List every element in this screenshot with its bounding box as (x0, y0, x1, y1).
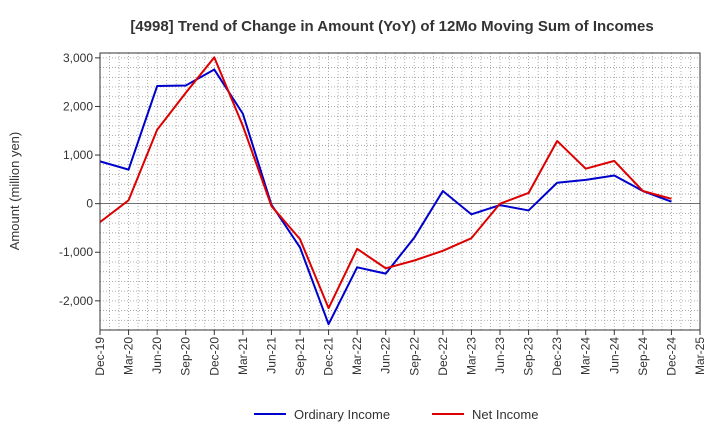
x-tick-label: Mar-20 (122, 337, 136, 375)
x-tick-label: Mar-22 (350, 337, 364, 375)
y-tick-label: 3,000 (63, 51, 93, 65)
grid (100, 53, 700, 330)
plot-area (99, 52, 701, 331)
y-tick-label: 0 (86, 197, 93, 211)
y-tick-label: 1,000 (63, 148, 93, 162)
x-tick-label: Sep-21 (293, 337, 307, 376)
x-tick-label: Dec-23 (550, 337, 564, 376)
x-tick-label: Sep-23 (522, 337, 536, 376)
y-tick-label: -2,000 (59, 294, 93, 308)
x-tick-label: Mar-24 (579, 337, 593, 375)
x-tick-label: Mar-23 (464, 337, 478, 375)
chart-title: [4998] Trend of Change in Amount (YoY) o… (130, 18, 653, 35)
legend: Ordinary Income Net Income (254, 407, 538, 422)
legend-label-ordinary-income: Ordinary Income (294, 407, 390, 422)
x-tick-label: Sep-22 (407, 337, 421, 376)
x-ticks: Dec-19 Mar-20 Jun-20 Sep-20 Dec-20 Mar-21 Jun-… (93, 330, 707, 376)
x-tick-label: Sep-24 (636, 337, 650, 376)
x-tick-label: Dec-20 (207, 337, 221, 376)
x-tick-label: Dec-19 (93, 337, 107, 376)
x-tick-label: Jun-21 (264, 337, 278, 374)
x-tick-label: Sep-20 (179, 337, 193, 376)
x-tick-label: Mar-21 (236, 337, 250, 375)
y-ticks: 3,000 2,000 1,000 0 -1,000 -2,000 (59, 51, 100, 308)
x-tick-label: Dec-24 (664, 337, 678, 376)
x-tick-label: Mar-25 (693, 337, 707, 375)
x-tick-label: Dec-22 (436, 337, 450, 376)
x-tick-label: Jun-23 (493, 337, 507, 374)
x-tick-label: Jun-20 (150, 337, 164, 374)
legend-label-net-income: Net Income (472, 407, 538, 422)
series-line-net-income (99, 56, 672, 310)
y-axis-label: Amount (million yen) (7, 132, 22, 251)
x-tick-label: Jun-22 (379, 337, 393, 374)
y-tick-label: 2,000 (63, 99, 93, 113)
y-tick-label: -1,000 (59, 245, 93, 259)
series-group (99, 56, 672, 326)
x-tick-label: Jun-24 (607, 337, 621, 374)
x-tick-label: Dec-21 (322, 337, 336, 376)
